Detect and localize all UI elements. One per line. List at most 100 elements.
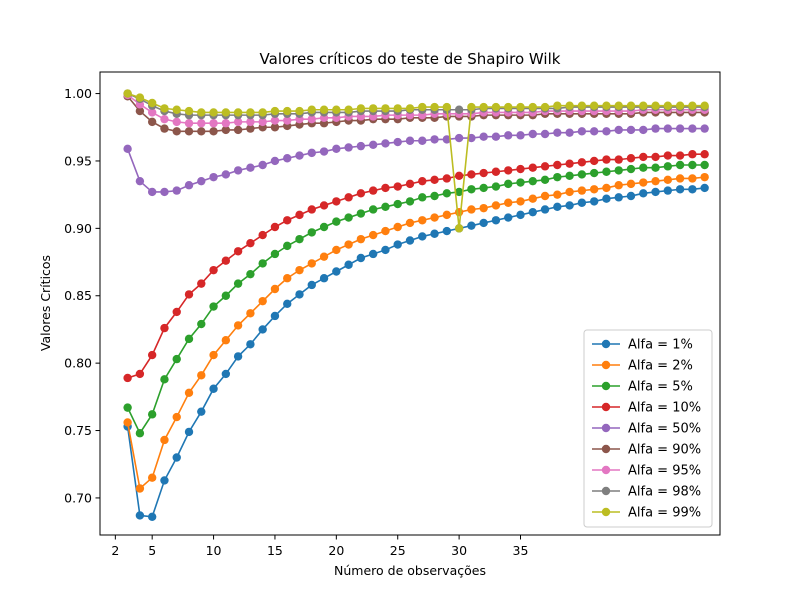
data-point <box>614 155 623 164</box>
data-point <box>442 210 452 220</box>
x-axis-title: Número de observações <box>334 563 486 578</box>
series-1 <box>123 172 709 493</box>
legend-item: Alfa = 90% <box>592 443 701 458</box>
data-point <box>651 124 660 133</box>
data-point <box>393 222 402 232</box>
data-point <box>344 105 353 114</box>
data-point <box>602 101 611 110</box>
data-point <box>675 101 685 110</box>
data-point <box>405 104 415 113</box>
data-point <box>479 183 488 193</box>
data-point <box>172 453 181 462</box>
data-point <box>565 201 574 210</box>
data-point <box>332 105 341 114</box>
data-point <box>639 152 648 162</box>
data-point <box>135 511 145 520</box>
data-point <box>123 418 132 427</box>
data-point <box>283 241 292 251</box>
x-axis: 2 5 10 15 20 25 30 35 <box>111 535 528 558</box>
data-point <box>430 229 439 238</box>
data-point <box>639 178 648 187</box>
data-point <box>270 222 280 232</box>
data-point <box>565 101 574 110</box>
legend-label: Alfa = 10% <box>628 401 701 416</box>
data-point <box>381 202 390 211</box>
data-point <box>197 108 206 117</box>
data-point <box>270 156 280 166</box>
data-point <box>504 179 513 189</box>
data-point <box>565 128 574 137</box>
data-point <box>454 171 464 180</box>
data-point <box>675 185 685 194</box>
data-point <box>516 210 525 220</box>
data-point <box>602 194 611 203</box>
data-point <box>160 104 169 113</box>
data-point <box>577 198 587 207</box>
legend-item: Alfa = 95% <box>592 464 701 479</box>
data-point <box>688 185 697 194</box>
legend-marker <box>601 423 611 433</box>
x-tick-label: 15 <box>267 543 283 558</box>
data-point <box>160 476 169 485</box>
data-point <box>651 176 660 186</box>
data-point <box>614 193 623 202</box>
data-point <box>516 178 525 187</box>
data-point <box>295 290 304 299</box>
data-point <box>577 186 587 195</box>
data-point <box>577 101 587 110</box>
data-point <box>577 170 587 179</box>
y-axis-title: Valores Críticos <box>38 255 53 351</box>
x-tick-label: 2 <box>111 543 119 558</box>
data-point <box>516 102 525 112</box>
data-point <box>368 186 378 195</box>
data-point <box>332 197 341 206</box>
data-point <box>454 133 464 143</box>
data-point <box>270 249 280 259</box>
data-point <box>540 129 550 139</box>
data-point <box>467 133 476 143</box>
data-point <box>639 163 648 172</box>
data-point <box>577 127 587 136</box>
data-point <box>700 150 709 159</box>
data-point <box>356 209 366 218</box>
data-point <box>479 168 488 178</box>
data-point <box>663 162 673 171</box>
data-point <box>221 256 231 265</box>
data-point <box>442 102 452 112</box>
legend-item: Alfa = 98% <box>592 485 701 500</box>
data-point <box>589 197 599 206</box>
data-point <box>283 154 292 163</box>
data-point <box>442 174 452 183</box>
data-point <box>626 101 636 110</box>
data-point <box>160 323 169 333</box>
data-point <box>675 160 685 170</box>
data-point <box>319 252 329 261</box>
data-point <box>160 187 169 197</box>
data-point <box>246 340 255 349</box>
data-point <box>675 124 685 133</box>
data-point <box>147 98 157 108</box>
data-point <box>283 216 292 225</box>
legend-item: Alfa = 2% <box>592 359 693 374</box>
data-point <box>553 202 562 211</box>
data-point <box>516 164 525 174</box>
data-point <box>319 274 329 283</box>
data-point <box>221 336 231 345</box>
data-point <box>393 182 402 191</box>
data-point <box>418 176 427 186</box>
data-point <box>491 201 501 210</box>
data-point <box>540 205 550 214</box>
data-point <box>246 238 255 248</box>
data-point <box>147 473 157 482</box>
data-point <box>123 373 132 383</box>
data-point <box>688 160 697 170</box>
y-tick-label: 0.85 <box>64 288 92 303</box>
data-point <box>688 150 697 159</box>
data-point <box>467 170 476 179</box>
data-point <box>209 302 218 311</box>
data-point <box>651 187 660 197</box>
data-point <box>381 183 390 193</box>
legend-marker <box>601 444 611 454</box>
data-point <box>258 325 267 334</box>
